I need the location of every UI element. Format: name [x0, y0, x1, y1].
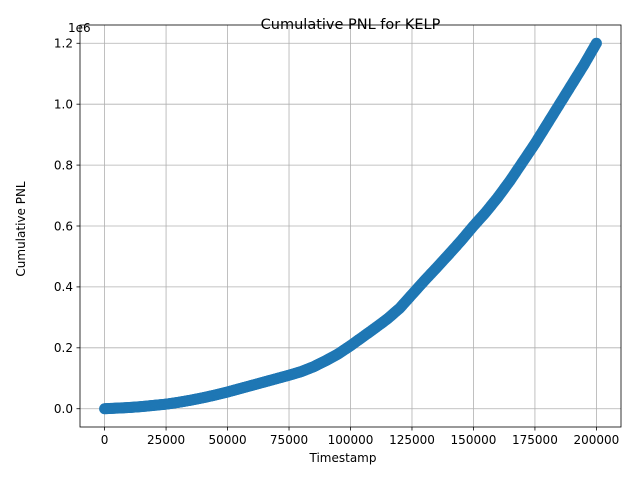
data-points — [99, 37, 602, 415]
data-point — [590, 37, 602, 49]
y-axis-ticks: 0.0 0.2 0.4 0.6 0.8 1.0 1.2 — [54, 37, 80, 416]
x-axis-ticks: 0 25000 50000 75000 100000 125000 150000 175000… — [101, 427, 620, 447]
y-tick-label: 0.2 — [54, 341, 73, 355]
y-tick-label: 0.8 — [54, 158, 73, 172]
x-tick-label: 175000 — [512, 433, 558, 447]
y-offset-label: 1e6 — [68, 21, 91, 35]
x-tick-label: 200000 — [574, 433, 620, 447]
y-tick-label: 1.0 — [54, 97, 73, 111]
x-axis-label: Timestamp — [309, 451, 377, 465]
x-tick-label: 0 — [101, 433, 109, 447]
y-tick-label: 0.0 — [54, 402, 73, 416]
x-tick-label: 150000 — [451, 433, 497, 447]
x-tick-label: 25000 — [147, 433, 185, 447]
x-tick-label: 125000 — [389, 433, 435, 447]
y-tick-label: 0.6 — [54, 219, 73, 233]
y-tick-label: 1.2 — [54, 37, 73, 51]
chart-title: Cumulative PNL for KELP — [261, 17, 441, 33]
x-tick-label: 100000 — [328, 433, 374, 447]
y-axis-label: Cumulative PNL — [14, 181, 28, 277]
x-tick-label: 75000 — [270, 433, 308, 447]
x-tick-label: 50000 — [208, 433, 246, 447]
y-tick-label: 0.4 — [54, 280, 73, 294]
